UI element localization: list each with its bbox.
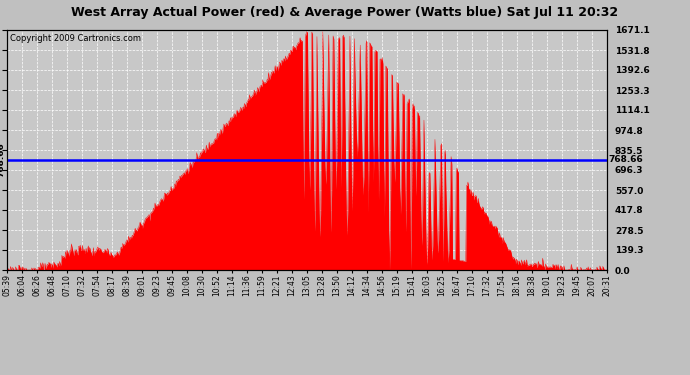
Text: Copyright 2009 Cartronics.com: Copyright 2009 Cartronics.com bbox=[10, 34, 141, 43]
Text: 768.66: 768.66 bbox=[609, 155, 643, 164]
Text: West Array Actual Power (red) & Average Power (Watts blue) Sat Jul 11 20:32: West Array Actual Power (red) & Average … bbox=[72, 6, 618, 19]
Text: 768.66: 768.66 bbox=[0, 142, 6, 177]
